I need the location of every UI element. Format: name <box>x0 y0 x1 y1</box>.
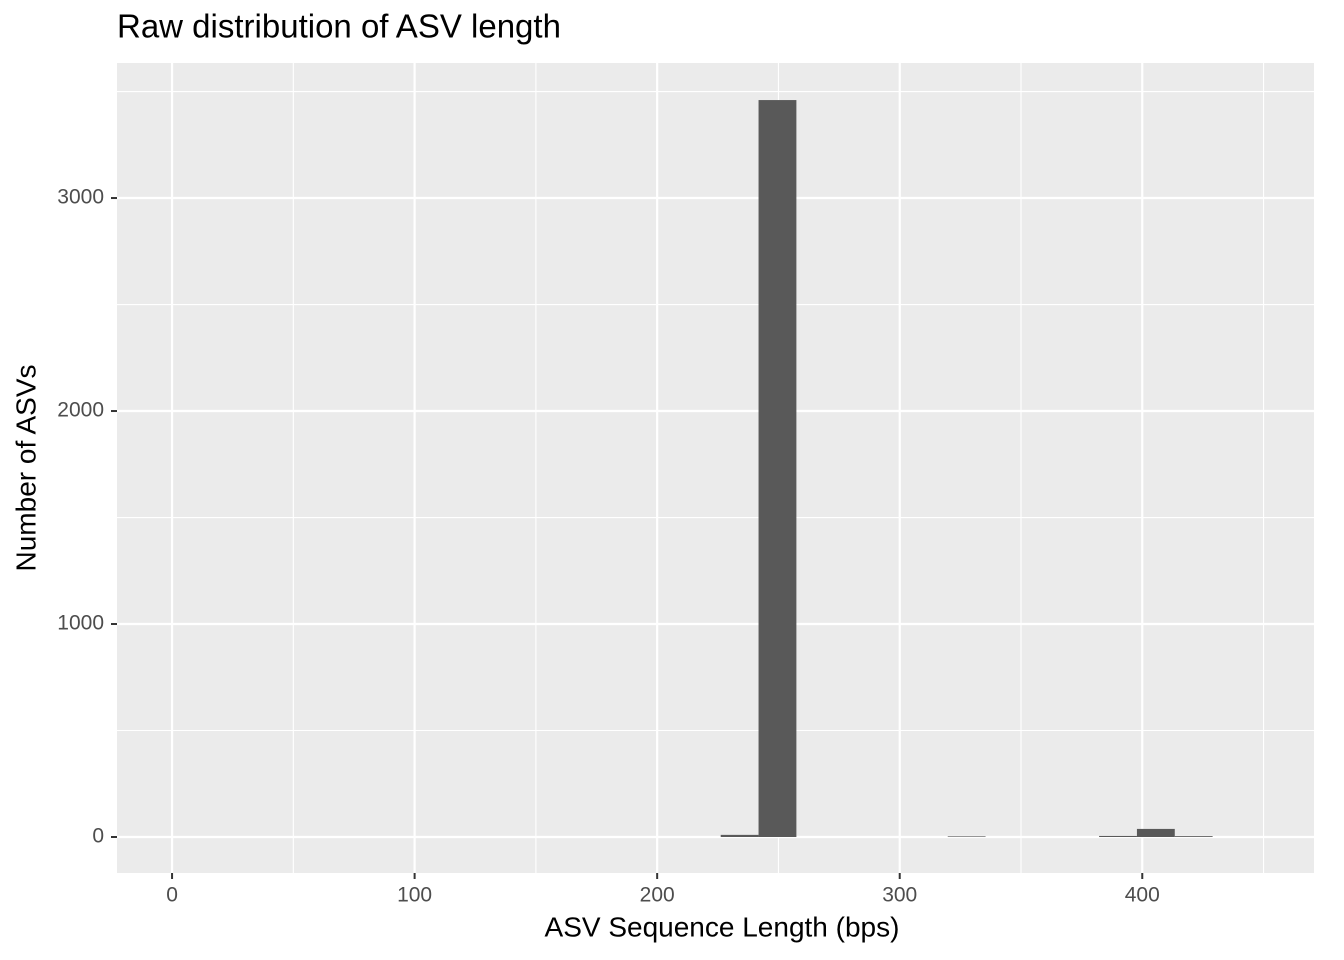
bar <box>720 834 759 838</box>
x-tick-label: 400 <box>1125 884 1160 907</box>
y-axis-title: Number of ASVs <box>10 365 41 572</box>
y-tick-label: 1000 <box>57 612 104 635</box>
x-tick-label: 200 <box>640 884 675 907</box>
bar <box>1099 835 1137 838</box>
bar <box>758 100 797 838</box>
panel <box>117 63 1314 873</box>
bar <box>1174 836 1213 838</box>
y-tick-label: 0 <box>92 825 104 848</box>
bar <box>1136 828 1175 838</box>
x-tick-label: 100 <box>397 884 432 907</box>
x-tick-label: 0 <box>166 884 178 907</box>
y-tick-label: 3000 <box>57 186 104 209</box>
x-axis-title: ASV Sequence Length (bps) <box>545 911 900 942</box>
bar <box>947 836 986 838</box>
chart-title: Raw distribution of ASV length <box>117 8 561 45</box>
x-tick-label: 300 <box>882 884 917 907</box>
y-tick-label: 2000 <box>57 399 104 422</box>
